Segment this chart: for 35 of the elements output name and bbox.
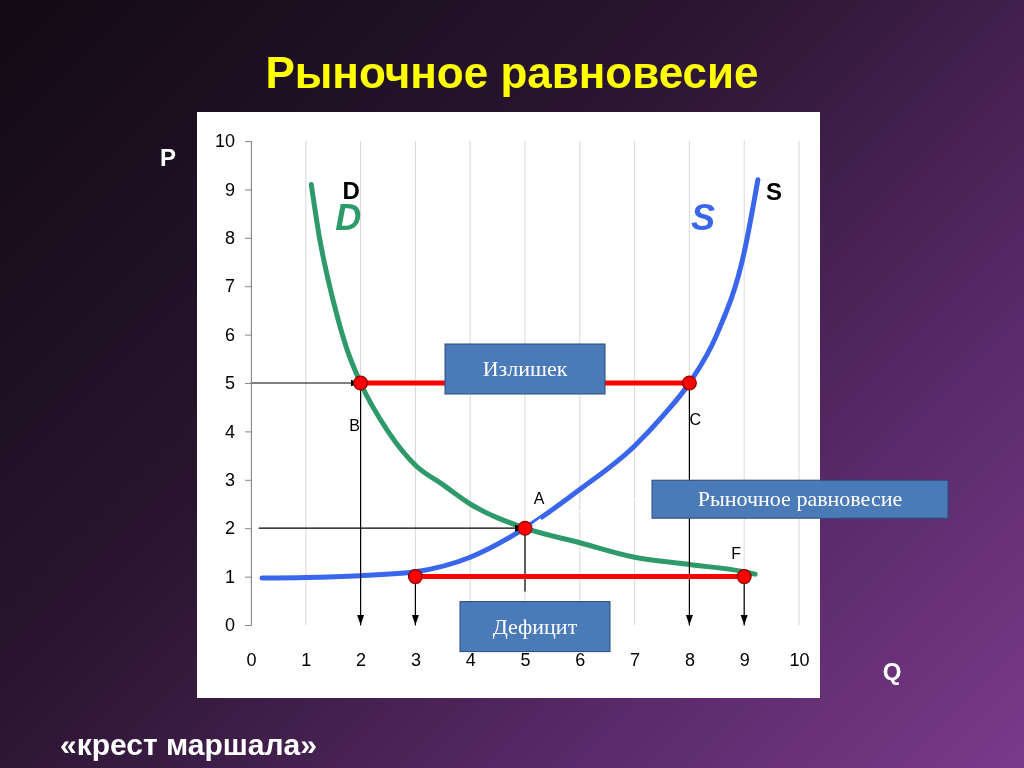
y-tick-label: 4 <box>224 421 235 442</box>
annotation: C <box>689 411 702 428</box>
x-tick-label: 6 <box>575 649 586 670</box>
y-tick-label: 8 <box>224 228 235 249</box>
x-tick-label: 4 <box>465 649 476 670</box>
annotation: A <box>533 490 545 508</box>
chart-title: Рыночное равновесие <box>265 48 759 97</box>
x-tick-label: 8 <box>684 649 695 670</box>
x-tick-label: 7 <box>630 649 641 670</box>
annotation: B <box>349 417 360 434</box>
x-tick-label: 9 <box>739 649 750 670</box>
y-axis-title: P <box>159 144 177 171</box>
x-tick-label: 10 <box>789 649 810 670</box>
y-tick-label: 5 <box>224 373 235 394</box>
annotation: Излишек <box>482 356 568 381</box>
x-tick-label: 3 <box>410 649 421 670</box>
y-tick-label: 1 <box>224 566 235 587</box>
text: «крест маршала» <box>60 728 317 761</box>
x-tick-label: 1 <box>301 649 312 670</box>
y-tick-label: 9 <box>224 179 235 200</box>
annotation: Дефицит <box>492 613 578 639</box>
y-tick-label: 3 <box>224 470 235 491</box>
annotation: S <box>765 177 782 205</box>
y-tick-label: 6 <box>224 324 235 345</box>
y-tick-label: 2 <box>224 518 235 539</box>
x-tick-label: 2 <box>356 649 367 670</box>
series-label: S <box>690 196 715 238</box>
x-axis-title: Q <box>882 658 902 685</box>
y-tick-label: 7 <box>224 276 235 297</box>
x-tick-label: 0 <box>246 649 257 670</box>
y-tick-label: 0 <box>224 615 235 636</box>
y-tick-label: 10 <box>214 131 235 152</box>
annotation: F <box>731 544 742 562</box>
x-tick-label: 5 <box>520 649 531 670</box>
annotation: Рыночное равновесие <box>697 486 903 512</box>
